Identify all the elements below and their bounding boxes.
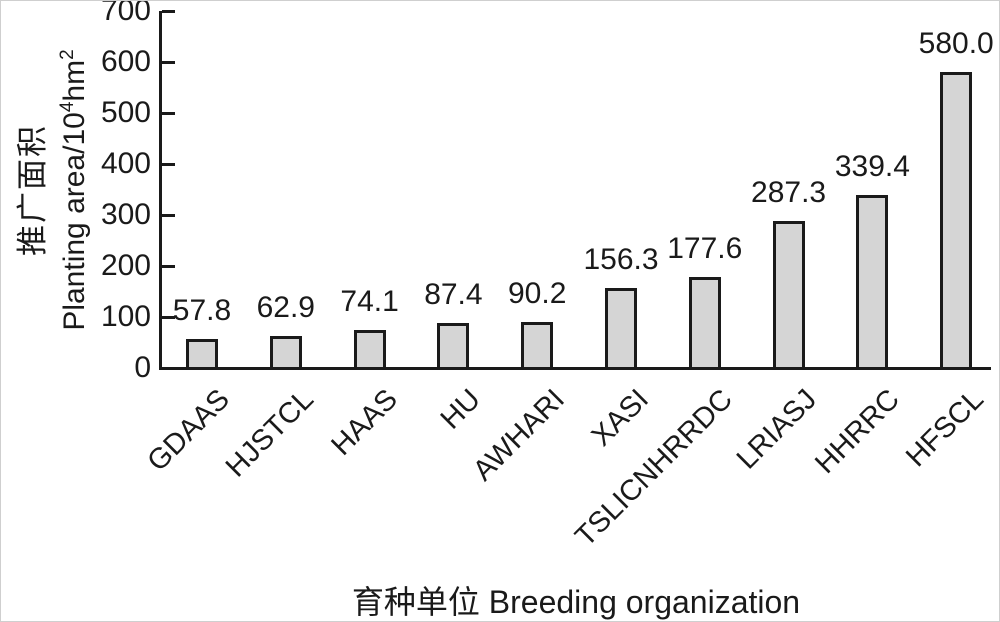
bar-value-label: 156.3 xyxy=(583,243,659,277)
y-tick-label: 100 xyxy=(100,300,151,333)
y-tick-label: 500 xyxy=(100,96,151,129)
y-tick-label: 400 xyxy=(100,147,151,180)
bar-value-label: 339.4 xyxy=(834,149,910,183)
bar xyxy=(186,338,218,370)
bar xyxy=(353,330,386,370)
bar xyxy=(940,72,973,370)
y-tick-label: 0 xyxy=(134,351,151,384)
bar-value-label: 62.9 xyxy=(256,290,315,324)
bar-value-label: 57.8 xyxy=(172,293,232,327)
y-tick-label: 300 xyxy=(100,198,151,231)
y-axis-line xyxy=(159,11,162,370)
bar-value-label: 287.3 xyxy=(751,176,827,210)
bar-value-label: 74.1 xyxy=(340,285,399,319)
y-tick-label: 700 xyxy=(100,0,151,27)
y-tick-mark xyxy=(162,111,175,115)
bar xyxy=(521,321,554,370)
y-tick-mark xyxy=(162,9,175,13)
bar-value-label: 177.6 xyxy=(667,232,743,266)
y-tick-mark xyxy=(162,264,175,268)
bar xyxy=(269,335,302,370)
bar-value-label: 87.4 xyxy=(424,278,483,312)
y-tick-mark xyxy=(162,315,175,319)
y-tick-mark xyxy=(162,60,175,64)
bar-value-label: 90.2 xyxy=(507,276,567,310)
bar-value-label: 580.0 xyxy=(918,27,994,61)
bar xyxy=(772,221,805,370)
y-tick-label: 600 xyxy=(100,45,151,78)
x-axis-title: 育种单位 Breeding organization xyxy=(351,584,801,620)
y-tick-label: 200 xyxy=(100,249,151,282)
x-axis-line xyxy=(159,367,991,370)
y-tick-mark xyxy=(162,162,175,166)
y-axis-title-chinese: 推广面积 xyxy=(15,124,50,256)
bar xyxy=(856,194,889,370)
bar xyxy=(437,323,470,370)
bar xyxy=(688,277,721,370)
y-tick-mark xyxy=(162,213,175,217)
bar xyxy=(605,288,637,370)
